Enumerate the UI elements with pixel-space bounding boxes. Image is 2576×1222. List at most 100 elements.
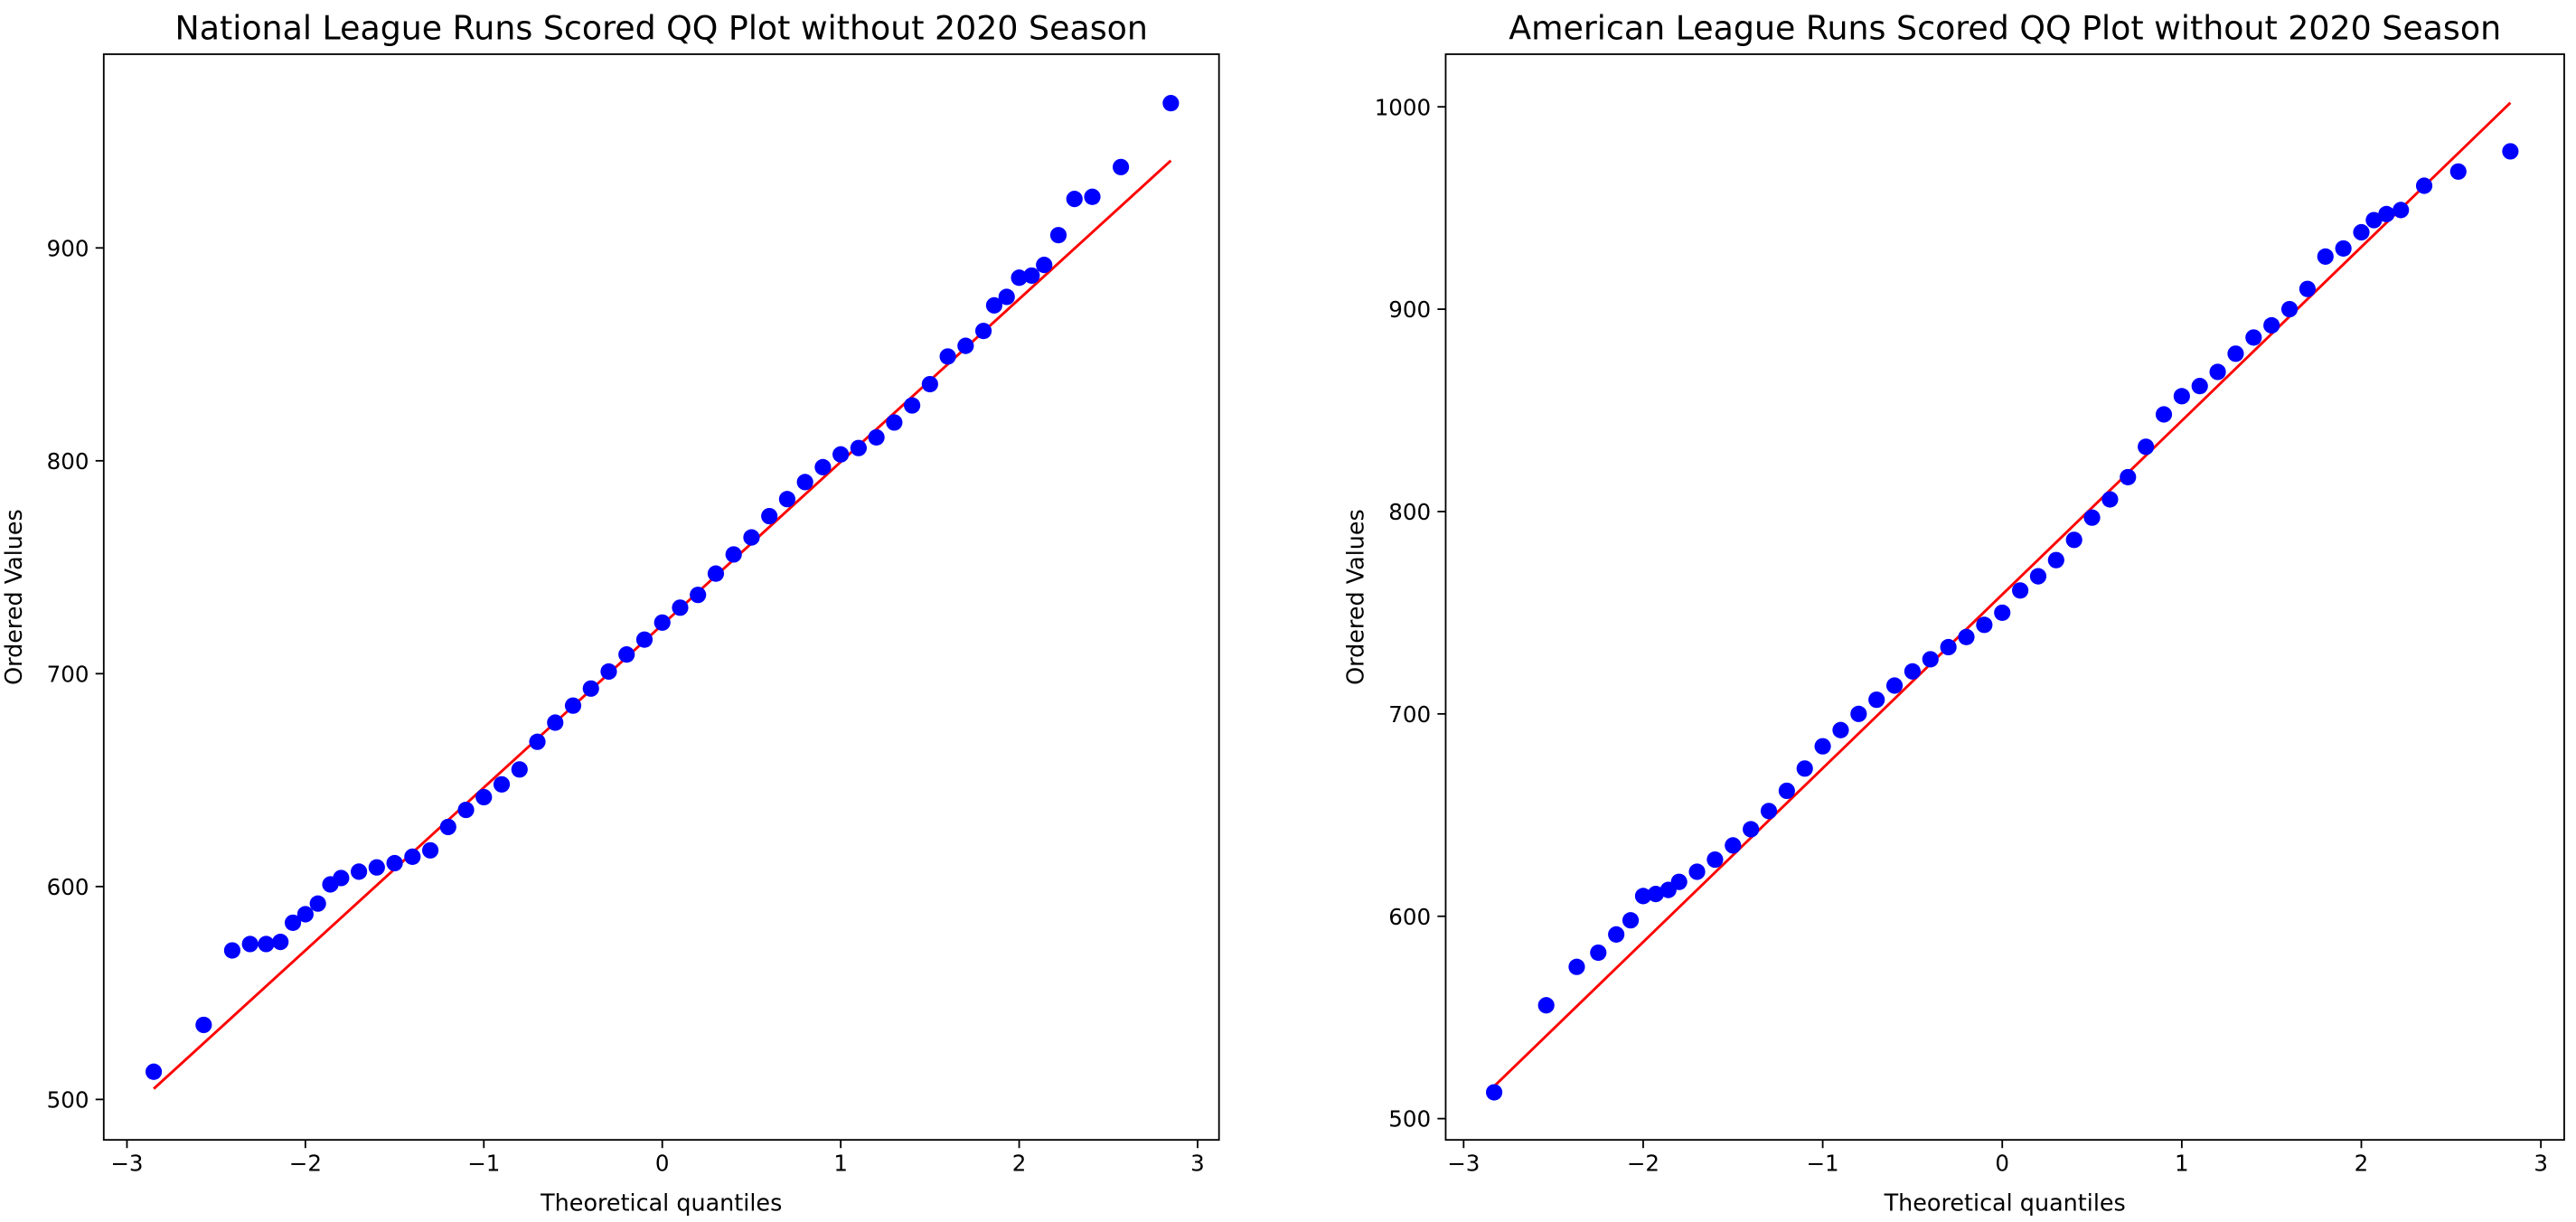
x-tick-label: −3 [1447,1151,1480,1177]
point [600,663,617,681]
point [1590,944,1607,962]
point [2415,177,2433,194]
plot-frame [1444,53,2565,1142]
point [564,697,582,714]
point [2029,568,2047,585]
x-tick-label: 0 [655,1151,670,1177]
x-tick-label: 0 [1995,1151,2009,1177]
point [690,587,707,604]
point [850,439,867,456]
point [1049,227,1067,244]
point [2155,406,2173,423]
point [195,1016,212,1034]
point [1036,257,1053,274]
x-tick-label: 3 [2534,1151,2548,1177]
point [653,614,671,631]
point [886,414,903,431]
x-tick-label: −2 [1627,1151,1659,1177]
point [1670,873,1688,890]
point [1760,803,1778,820]
point [1922,651,1939,668]
x-tick-label: 3 [1190,1151,1205,1177]
y-tick-label: 600 [1388,904,1431,930]
point [1688,863,1706,880]
point [1608,926,1625,943]
y-tick-label: 800 [47,448,89,475]
point [1066,191,1083,208]
point [1778,782,1795,800]
point [672,599,689,616]
point [284,914,302,931]
point [1725,837,1742,854]
point [404,848,421,865]
point [2209,363,2226,381]
x-tick-label: −1 [467,1151,500,1177]
point [1976,616,1993,634]
point [2101,491,2119,508]
point [814,458,832,475]
point [725,546,742,563]
point [618,646,635,663]
point [2502,143,2519,160]
y-tick-label: 500 [47,1086,89,1113]
point [1537,997,1555,1014]
y-axis-label: Ordered Values [0,509,27,685]
point [998,288,1015,306]
point [2365,212,2383,229]
plot-frame [102,53,1220,1142]
point [2047,551,2064,569]
point [333,870,350,887]
y-axis-label: Ordered Values [1342,509,1369,685]
point [904,397,921,414]
point [2191,378,2208,395]
y-tick-label: 600 [47,874,89,900]
x-axis-label: Theoretical quantiles [1884,1189,2126,1216]
y-tick-label: 1000 [1375,94,1431,120]
point [511,761,528,778]
x-tick-label: −3 [110,1151,143,1177]
point [582,680,599,697]
point [1084,188,1101,205]
point [1023,267,1040,284]
point [2317,248,2334,265]
x-tick-label: −1 [1807,1151,1839,1177]
point [2083,509,2101,526]
point [1568,958,1585,975]
point [1994,604,2011,621]
point [743,529,760,546]
point [1162,95,1180,112]
point [2227,345,2244,362]
point [1958,628,1975,645]
point [957,337,974,354]
point [241,935,259,953]
point [547,714,564,731]
x-tick-label: −2 [289,1151,322,1177]
point [351,863,368,880]
point [1634,888,1652,905]
chart-title: American League Runs Scored QQ Plot with… [1509,9,2501,48]
point [386,854,403,872]
point [2120,468,2137,485]
x-tick-label: 1 [833,1151,848,1177]
point [868,428,885,446]
point [2245,329,2262,346]
chart-title: National League Runs Scored QQ Plot with… [175,9,1148,48]
point [796,474,813,491]
point [761,507,778,525]
point [778,491,796,508]
point [223,942,241,959]
point [258,935,275,953]
y-tick-label: 500 [1388,1106,1431,1133]
y-tick-label: 700 [47,661,89,687]
point [368,859,385,876]
point [457,801,475,819]
point [1814,738,1831,755]
point [1904,663,1921,680]
y-tick-label: 700 [1388,701,1431,728]
point [309,895,326,912]
y-tick-label: 800 [1388,499,1431,525]
fit-line [1493,101,2512,1087]
y-tick-label: 900 [47,235,89,261]
point [529,733,546,750]
